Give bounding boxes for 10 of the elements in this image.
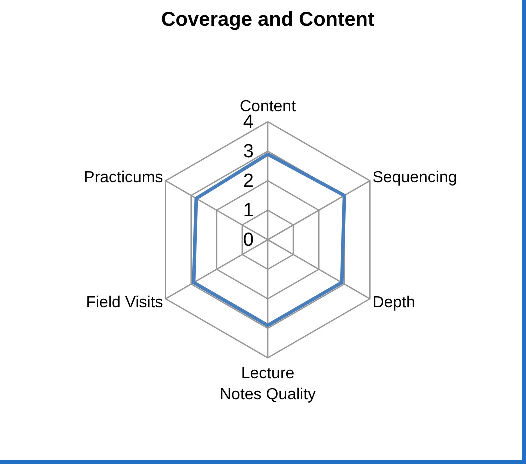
y-tick-label: 2 [243, 170, 254, 192]
y-tick-label: 0 [243, 230, 254, 251]
spoke-label: Field Visits [86, 294, 164, 312]
spoke-label: Sequencing [372, 169, 458, 186]
y-tick-label: 3 [243, 141, 254, 162]
y-tick-label: 1 [243, 200, 254, 222]
spoke-label: Depth [372, 294, 416, 312]
chart-title: Coverage and Content [161, 9, 376, 31]
spoke-label: Lecture Notes Quality [220, 365, 316, 404]
spoke-label: Practicums [84, 169, 164, 186]
